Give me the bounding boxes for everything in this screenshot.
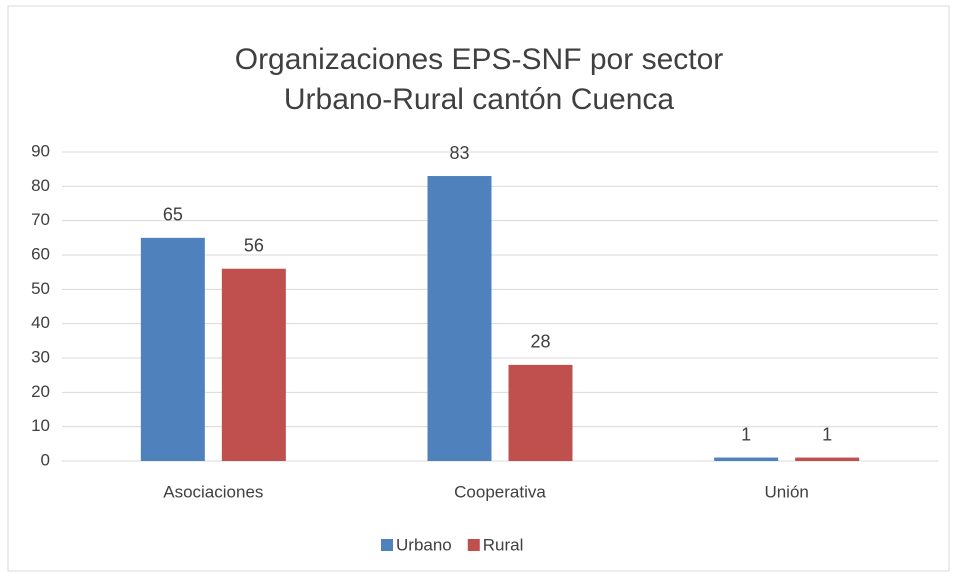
bar	[427, 176, 492, 462]
y-tick-label: 80	[31, 176, 50, 195]
value-label: 65	[163, 205, 183, 225]
bar	[221, 268, 286, 461]
y-tick-label: 40	[31, 313, 50, 332]
x-tick-label: Unión	[764, 482, 808, 501]
bar	[714, 457, 779, 461]
legend-swatch	[381, 539, 393, 551]
y-tick-label: 50	[31, 279, 50, 298]
legend-label: Rural	[483, 535, 524, 554]
value-label: 56	[244, 235, 264, 255]
x-tick-label: Asociaciones	[163, 482, 263, 501]
y-tick-label: 60	[31, 244, 50, 263]
legend-label: Urbano	[396, 535, 452, 554]
legend-swatch	[467, 539, 480, 551]
y-tick-label: 10	[31, 416, 50, 435]
value-label: 28	[530, 332, 550, 352]
y-tick-label: 0	[41, 450, 50, 469]
chart-title: Organizaciones EPS-SNF por sector Urbano…	[234, 43, 724, 116]
y-tick-label: 30	[31, 347, 50, 366]
y-tick-label: 90	[31, 141, 50, 160]
value-label: 1	[822, 424, 832, 444]
value-label: 1	[741, 424, 751, 444]
bar	[140, 237, 205, 461]
y-tick-label: 20	[31, 382, 50, 401]
y-tick-label: 70	[31, 210, 50, 229]
x-tick-label: Cooperativa	[454, 482, 546, 501]
bar	[795, 457, 860, 461]
value-label: 83	[449, 143, 469, 163]
bar	[508, 364, 573, 461]
